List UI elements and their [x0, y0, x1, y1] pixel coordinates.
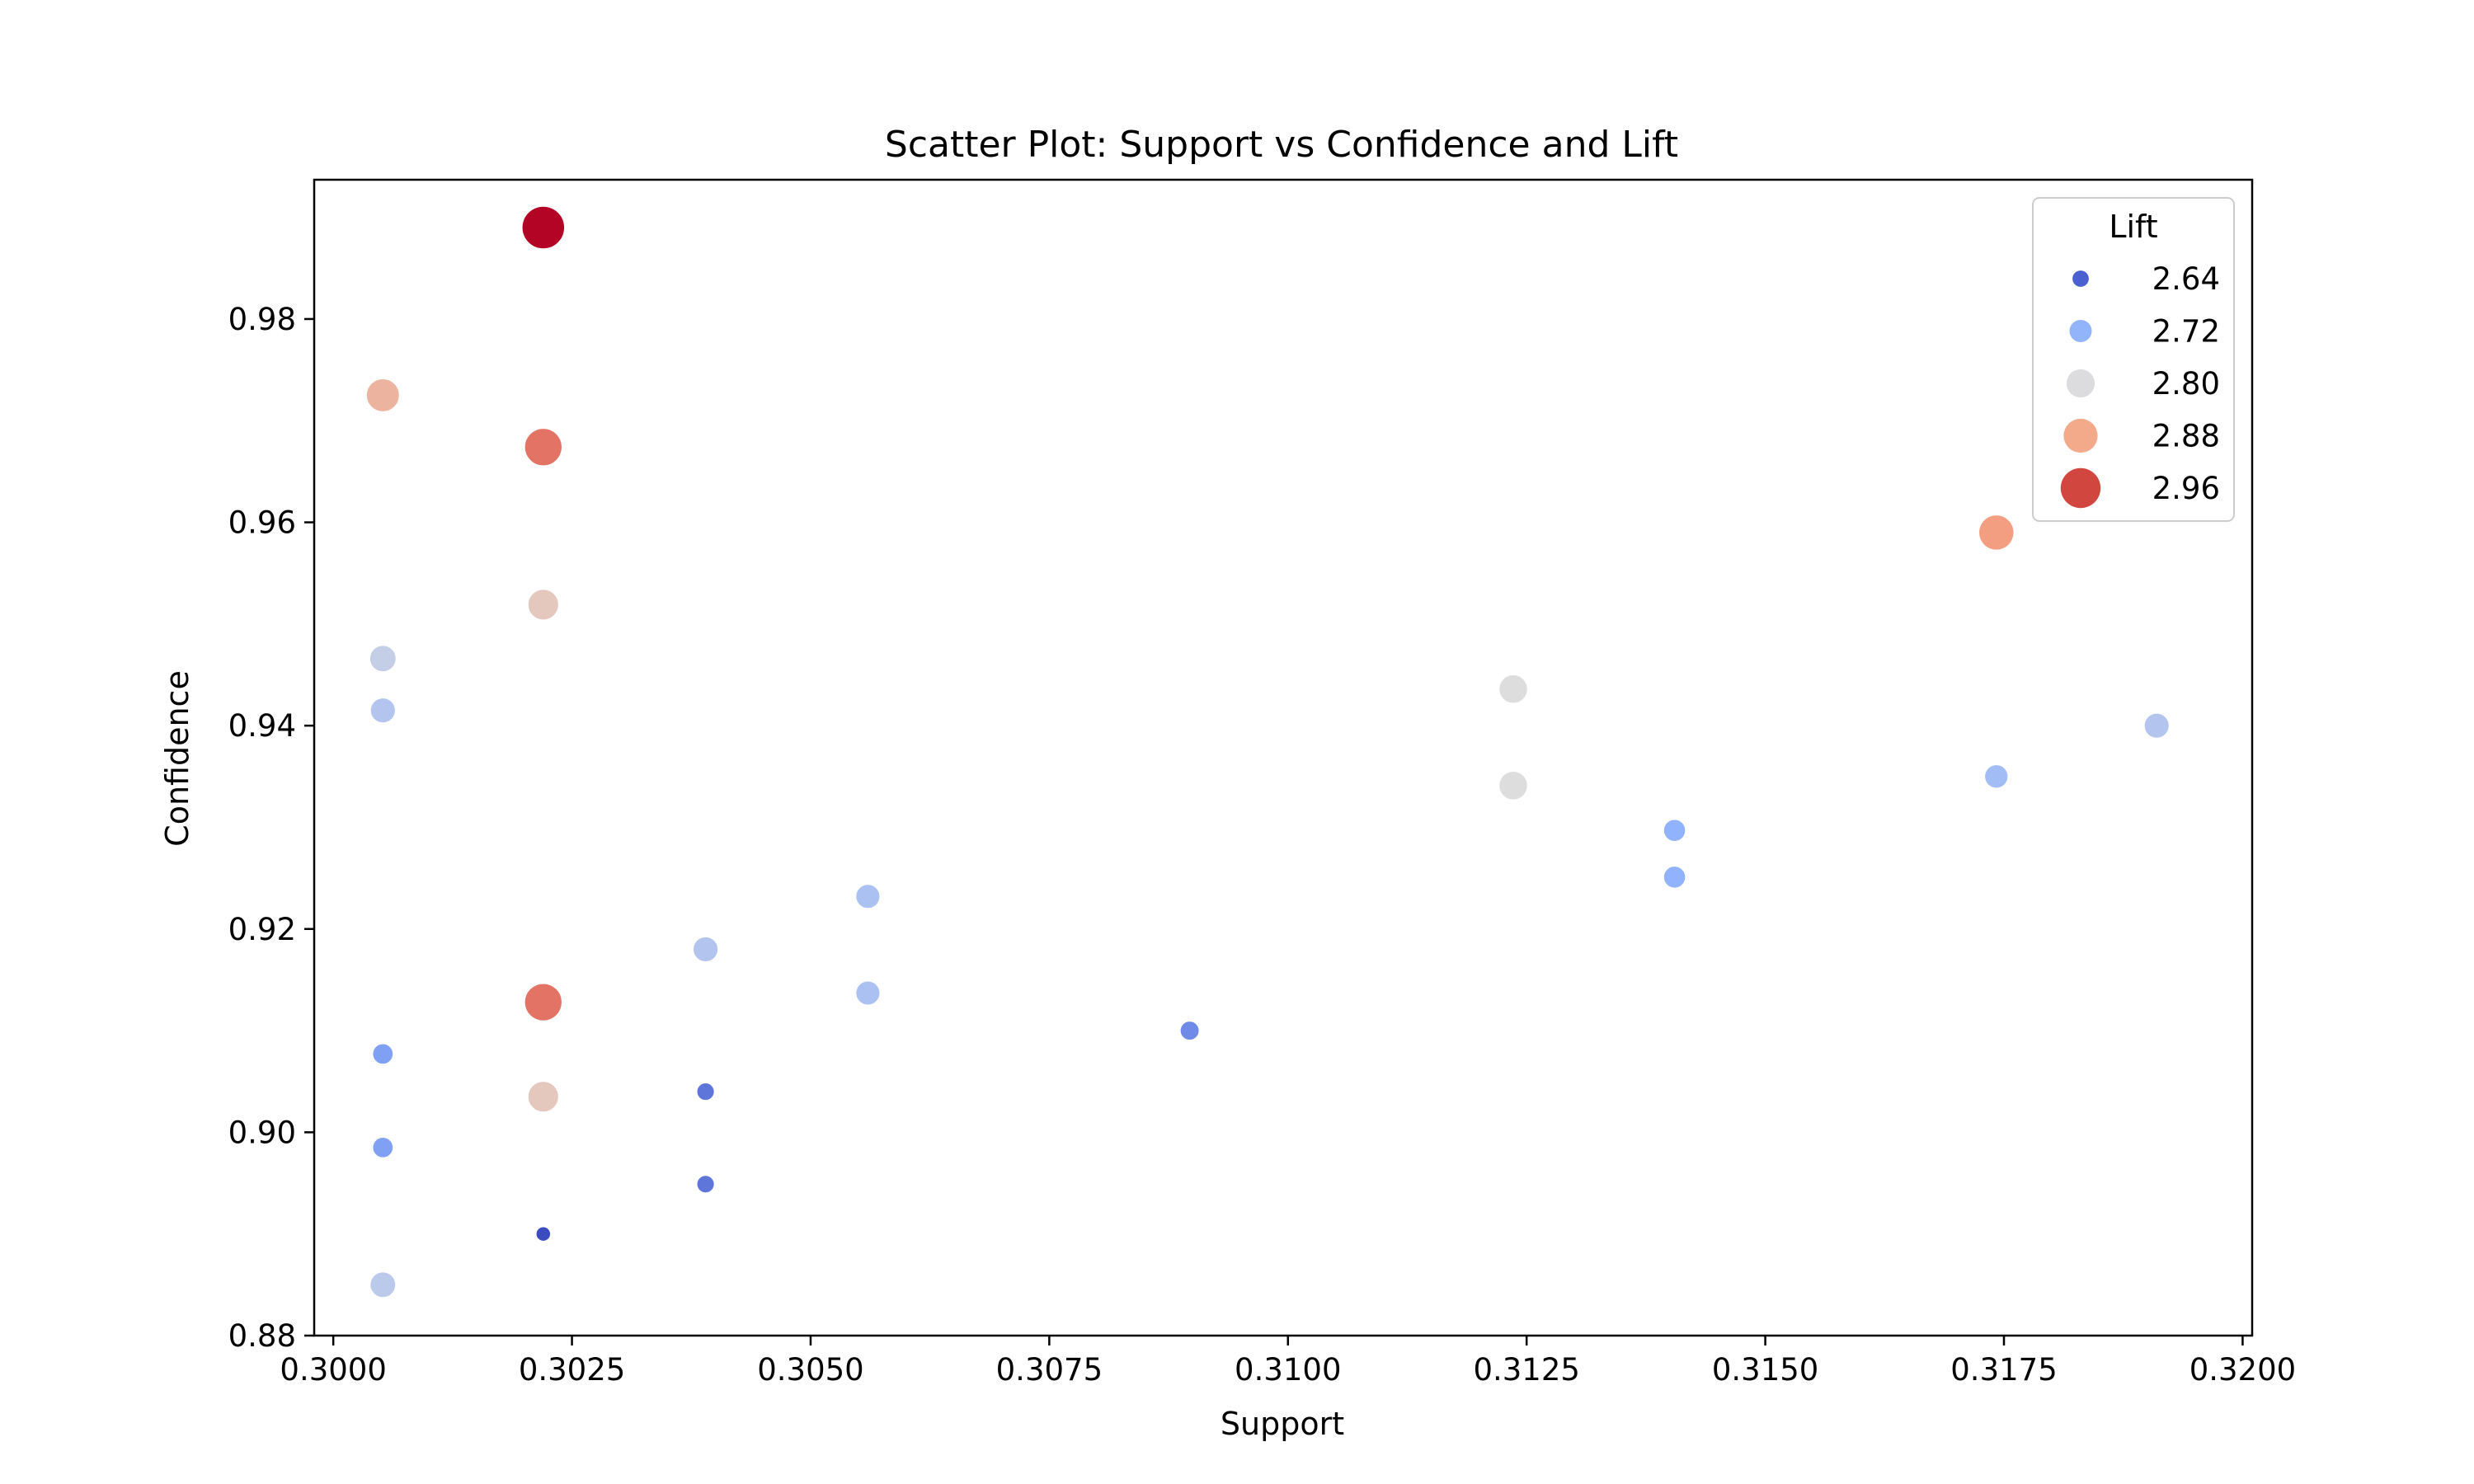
legend-marker [2069, 320, 2092, 342]
x-tick-label: 0.3175 [1950, 1352, 2057, 1388]
legend-label: 2.72 [2152, 314, 2220, 350]
x-tick-label: 0.3125 [1473, 1352, 1579, 1388]
data-point [521, 205, 566, 250]
data-point [1179, 1020, 1201, 1041]
legend-label: 2.88 [2152, 419, 2220, 454]
y-tick-label: 0.98 [228, 302, 296, 337]
chart-title: Scatter Plot: Support vs Confidence and … [885, 124, 1678, 166]
data-point [1983, 763, 2009, 789]
data-point [369, 697, 397, 724]
data-point [1498, 674, 1529, 705]
x-tick-label: 0.3025 [519, 1352, 625, 1388]
data-point [524, 982, 563, 1022]
x-tick-label: 0.3000 [280, 1352, 386, 1388]
legend-title: Lift [2109, 209, 2157, 245]
y-tick-label: 0.92 [228, 912, 296, 947]
legend-marker [2072, 270, 2089, 287]
y-axis: 0.88 0.90 0.92 0.94 0.96 0.98 [228, 302, 314, 1354]
y-tick-label: 0.96 [228, 505, 296, 541]
data-point [696, 1082, 716, 1101]
legend-marker [2060, 467, 2101, 509]
data-point [1498, 770, 1529, 801]
data-point [369, 644, 397, 673]
data-point [1663, 865, 1686, 890]
legend-marker [2063, 418, 2098, 453]
data-point [527, 1080, 560, 1113]
legend-entries: 2.64 2.72 2.80 2.88 2.96 [2060, 261, 2220, 509]
x-tick-label: 0.3150 [1712, 1352, 1818, 1388]
legend-marker [2066, 369, 2095, 398]
legend: Lift 2.64 2.72 2.80 2.88 2.96 [2032, 197, 2235, 522]
y-tick-label: 0.90 [228, 1115, 296, 1150]
data-point [524, 427, 563, 467]
data-point [696, 1174, 716, 1194]
data-point [371, 1136, 394, 1159]
x-tick-label: 0.3050 [757, 1352, 863, 1388]
data-point [527, 588, 560, 621]
data-point [2143, 712, 2171, 740]
y-tick-label: 0.94 [228, 708, 296, 744]
data-point [369, 1270, 397, 1298]
points-layer [365, 205, 2171, 1298]
y-tick-label: 0.88 [228, 1318, 296, 1354]
data-point [371, 1043, 394, 1065]
legend-label: 2.96 [2152, 471, 2220, 506]
legend-label: 2.64 [2152, 261, 2220, 297]
x-axis-label: Support [1221, 1406, 1344, 1442]
data-point [854, 883, 881, 909]
x-tick-label: 0.3200 [2189, 1352, 2296, 1388]
x-tick-label: 0.3100 [1235, 1352, 1341, 1388]
plot-frame [313, 178, 2254, 1337]
x-axis: 0.3000 0.3025 0.3050 0.3075 0.3100 0.3125 0.31… [280, 1336, 2296, 1388]
data-point [1978, 514, 2015, 552]
x-tick-label: 0.3075 [996, 1352, 1103, 1388]
data-point [692, 936, 719, 963]
data-point [535, 1225, 552, 1242]
y-axis-label: Confidence [159, 670, 195, 847]
data-point [1663, 818, 1686, 843]
data-point [365, 378, 401, 413]
data-point [854, 979, 881, 1007]
legend-label: 2.80 [2152, 366, 2220, 402]
